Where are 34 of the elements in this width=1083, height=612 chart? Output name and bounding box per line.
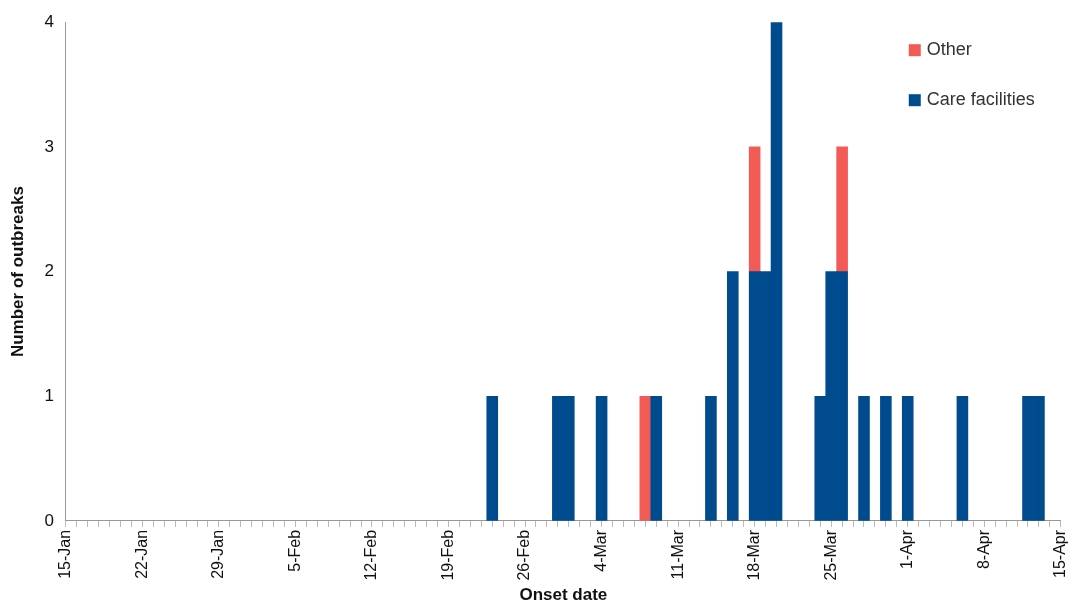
- bar: [595, 395, 608, 521]
- legend-label: Other: [926, 39, 972, 60]
- bar: [901, 395, 914, 521]
- y-tick-label: 2: [44, 261, 54, 281]
- bar: [858, 395, 870, 521]
- bar: [880, 395, 892, 521]
- x-tick-label: 25-Mar: [821, 529, 839, 581]
- x-tick-label: 11-Mar: [668, 529, 686, 580]
- bar: [956, 395, 969, 521]
- x-tick-label: 12-Feb: [362, 529, 380, 581]
- x-tick-label: 1-Apr: [898, 529, 916, 570]
- y-tick-label: 4: [44, 11, 54, 31]
- legend-label: Care facilities: [926, 89, 1035, 110]
- x-tick-label: 15-Apr: [1051, 529, 1069, 578]
- x-tick-label: 22-Jan: [132, 529, 150, 579]
- x-tick-label: 18-Mar: [745, 529, 763, 581]
- x-tick-label: 5-Feb: [285, 529, 303, 572]
- y-tick-label: 3: [44, 136, 54, 156]
- x-tick-label: 4-Mar: [592, 529, 609, 572]
- bar: [748, 146, 761, 272]
- x-tick-label: 15-Jan: [56, 529, 74, 579]
- x-tick-label: 19-Feb: [438, 529, 456, 581]
- bar: [705, 395, 717, 521]
- bar: [486, 395, 499, 521]
- x-tick-label: 29-Jan: [209, 529, 227, 579]
- y-axis-title: Number of outbreaks: [7, 186, 27, 358]
- x-tick-label: 8-Apr: [974, 529, 992, 570]
- bar: [727, 271, 739, 521]
- y-tick-label: 1: [44, 385, 54, 405]
- x-axis-title: Onset date: [519, 585, 608, 605]
- bar: [650, 395, 663, 521]
- x-tick-label: 26-Feb: [515, 529, 533, 581]
- bar: [836, 146, 848, 272]
- y-tick-label: 0: [44, 510, 54, 530]
